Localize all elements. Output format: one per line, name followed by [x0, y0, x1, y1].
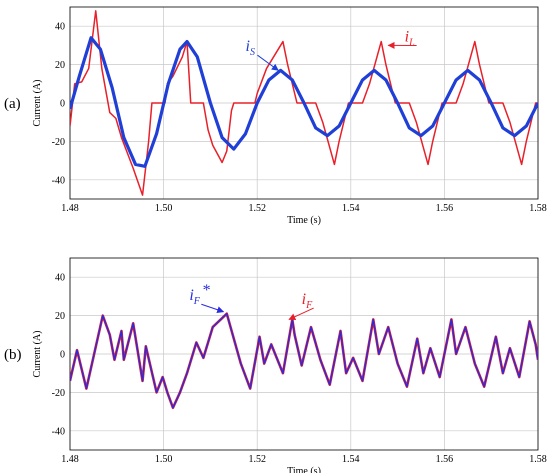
x-tick-label: 1.56: [436, 203, 454, 214]
annotation-label: iS: [246, 38, 255, 58]
x-tick-label: 1.48: [61, 203, 79, 214]
x-tick-label: 1.50: [155, 203, 173, 214]
annotation-main: i: [405, 29, 409, 46]
x-tick-label: 1.52: [248, 203, 266, 214]
y-tick-label: -20: [52, 137, 65, 148]
x-tick-label: 1.48: [61, 454, 79, 465]
annotation-sub: F: [193, 296, 201, 307]
annotation-suffix: *: [202, 282, 210, 299]
y-axis-label: Current (A): [32, 331, 43, 378]
annotation-main: i: [189, 287, 193, 304]
x-tick-label: 1.50: [155, 454, 173, 465]
series-line-if-ref: [70, 312, 538, 409]
annotation-main: i: [246, 38, 250, 55]
annotation-sub: L: [408, 38, 415, 49]
y-tick-label: 0: [60, 99, 65, 110]
y-tick-label: -40: [52, 426, 65, 437]
y-tick-label: -40: [52, 175, 65, 186]
y-tick-label: 40: [55, 273, 65, 284]
annotation-arrow: [201, 303, 225, 314]
x-tick-label: 1.54: [342, 203, 360, 214]
x-tick-label: 1.54: [342, 454, 360, 465]
x-axis-label: Time (s): [287, 215, 321, 226]
y-axis-label: Current (A): [32, 80, 43, 127]
annotation-main: i: [302, 291, 306, 308]
x-tick-label: 1.58: [529, 454, 547, 465]
annotation-label: iL: [405, 29, 415, 49]
x-tick-label: 1.56: [436, 454, 454, 465]
annotation-arrow: [288, 307, 314, 320]
y-tick-label: 20: [55, 311, 65, 322]
annotation-label: iF: [302, 291, 313, 311]
annotation-label: iF*: [189, 282, 210, 307]
y-tick-label: 40: [55, 22, 65, 33]
series-line-il: [70, 10, 538, 196]
panel-label: (a): [4, 96, 21, 112]
x-tick-label: 1.58: [529, 203, 547, 214]
annotation-arrow: [257, 54, 279, 71]
chart-panel-a: 1.48 1.50 1.52 1.54 1.56 1.58 40 20 0 -20 -40 Time …: [4, 6, 547, 226]
annotation-sub: S: [250, 47, 255, 58]
y-tick-label: -20: [52, 388, 65, 399]
series-line-is: [70, 36, 538, 168]
y-tick-label: 20: [55, 60, 65, 71]
y-tick-label: 0: [60, 350, 65, 361]
panel-label: (b): [4, 347, 22, 363]
annotation-sub: F: [305, 300, 313, 311]
x-axis-label: Time (s): [287, 466, 321, 473]
chart-panel-b: 1.48 1.50 1.52 1.54 1.56 1.58 40 20 0 -20 -40 Time …: [4, 257, 547, 473]
series-line-if: [70, 312, 538, 410]
x-tick-label: 1.52: [248, 454, 266, 465]
